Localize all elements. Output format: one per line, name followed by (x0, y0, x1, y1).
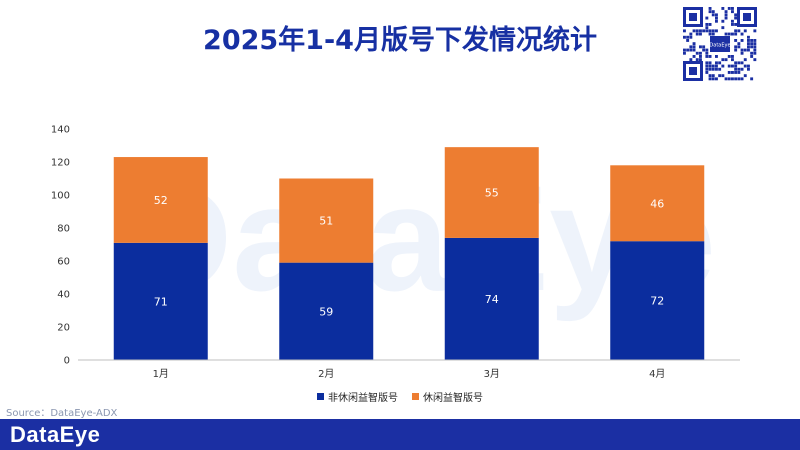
y-tick-label: 0 (64, 356, 70, 367)
y-tick-label: 60 (57, 257, 70, 268)
legend-label-casual: 休闲益智版号 (423, 393, 483, 404)
y-tick-label: 140 (51, 125, 70, 136)
bar-data-label: 55 (485, 187, 499, 200)
bar-data-label: 74 (485, 293, 499, 306)
footer-logo: DataEye (10, 422, 101, 447)
bar-data-label: 59 (319, 305, 333, 318)
chart-title: 2025年1-4月版号下发情况统计 (203, 25, 597, 56)
x-tick-label: 2月 (318, 368, 334, 380)
x-tick-label: 4月 (649, 368, 665, 380)
y-tick-label: 40 (57, 290, 70, 301)
bar-segment-casual (113, 157, 208, 243)
bar-data-label: 72 (650, 295, 664, 308)
footer-bar (0, 419, 800, 450)
x-tick-label: 3月 (484, 368, 500, 380)
qr-code: DataEye (682, 6, 758, 82)
legend-swatch-casual (412, 393, 419, 400)
y-tick-label: 80 (57, 224, 70, 235)
bar-segment-casual (444, 147, 539, 238)
source-note: Source：DataEye-ADX (6, 408, 118, 419)
legend-item-non-casual: 非休闲益智版号 (317, 389, 398, 404)
bar-segment-non-casual (610, 241, 705, 360)
bar-data-label: 71 (154, 295, 168, 308)
y-tick-label: 100 (51, 191, 70, 202)
bar-data-label: 52 (154, 194, 168, 207)
legend-swatch-non-casual (317, 393, 324, 400)
bar-segment-non-casual (113, 242, 208, 360)
y-tick-label: 120 (51, 158, 70, 169)
bar-segment-casual (279, 178, 374, 263)
qr-logo-text: DataEye (709, 43, 730, 49)
chart-legend: 非休闲益智版号 休闲益智版号 (0, 389, 800, 404)
bar-segment-casual (610, 165, 705, 242)
bar-data-label: 46 (650, 197, 664, 210)
y-tick-label: 20 (57, 323, 70, 334)
legend-label-non-casual: 非休闲益智版号 (328, 393, 398, 404)
x-tick-label: 1月 (153, 368, 169, 380)
bar-segment-non-casual (444, 237, 539, 360)
legend-item-casual: 休闲益智版号 (412, 389, 483, 404)
bar-segment-non-casual (279, 262, 374, 360)
bar-data-label: 51 (319, 215, 333, 228)
